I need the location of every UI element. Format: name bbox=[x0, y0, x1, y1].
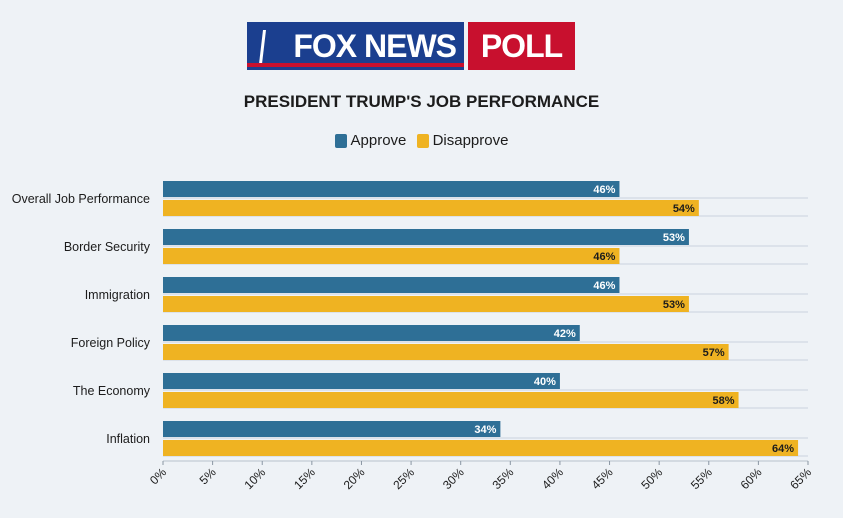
logo-poll: POLL bbox=[468, 22, 575, 70]
data-label-approve: 46% bbox=[593, 184, 615, 196]
data-label-disapprove: 54% bbox=[673, 203, 695, 215]
legend-swatch-approve bbox=[334, 133, 347, 148]
bar-disapprove bbox=[163, 296, 689, 312]
legend-swatch-disapprove bbox=[416, 133, 429, 148]
x-tick-label: 50% bbox=[638, 465, 665, 492]
x-tick-label: 5% bbox=[197, 465, 219, 487]
data-label-disapprove: 58% bbox=[713, 395, 735, 407]
legend-item-disapprove: Disapprove bbox=[416, 132, 509, 149]
logo-slash-icon bbox=[259, 30, 266, 64]
x-tick-label: 40% bbox=[539, 465, 566, 492]
fox-news-poll-logo: FOX NEWS POLL bbox=[247, 22, 575, 70]
x-tick-label: 15% bbox=[291, 465, 318, 492]
x-tick-label: 20% bbox=[341, 465, 368, 492]
data-label-disapprove: 46% bbox=[593, 251, 615, 263]
x-tick-label: 55% bbox=[688, 465, 715, 492]
bar-disapprove bbox=[163, 200, 699, 216]
x-tick-label: 65% bbox=[787, 465, 814, 492]
bar-disapprove bbox=[163, 440, 799, 456]
logo-stripe bbox=[247, 63, 464, 67]
x-tick-label: 30% bbox=[440, 465, 467, 492]
legend-label-disapprove: Disapprove bbox=[432, 132, 509, 149]
x-tick-label: 45% bbox=[589, 465, 616, 492]
category-label: Inflation bbox=[106, 432, 150, 446]
legend-item-approve: Approve bbox=[334, 132, 407, 149]
bar-disapprove bbox=[163, 248, 620, 264]
x-tick-label: 60% bbox=[738, 465, 765, 492]
category-label: Border Security bbox=[64, 240, 151, 254]
bar-approve bbox=[163, 373, 560, 389]
category-label: Foreign Policy bbox=[71, 336, 151, 350]
legend-label-approve: Approve bbox=[350, 132, 407, 149]
x-tick-label: 35% bbox=[490, 465, 517, 492]
bar-disapprove bbox=[163, 344, 729, 360]
data-label-disapprove: 53% bbox=[663, 299, 685, 311]
data-label-approve: 34% bbox=[474, 424, 496, 436]
category-label: Immigration bbox=[85, 288, 150, 302]
data-label-approve: 42% bbox=[554, 328, 576, 340]
chart-title: PRESIDENT TRUMP'S JOB PERFORMANCE bbox=[243, 92, 600, 111]
logo-brand-text: FOX NEWS bbox=[293, 28, 457, 64]
category-label: The Economy bbox=[73, 384, 151, 398]
x-tick-label: 25% bbox=[390, 465, 417, 492]
data-label-approve: 53% bbox=[663, 232, 685, 244]
bar-approve bbox=[163, 277, 620, 293]
chart-legend: Approve Disapprove bbox=[0, 132, 843, 152]
category-label: Overall Job Performance bbox=[12, 192, 150, 206]
x-tick-label: 10% bbox=[241, 465, 268, 492]
bar-disapprove bbox=[163, 392, 739, 408]
data-label-disapprove: 64% bbox=[772, 443, 794, 455]
x-tick-label: 0% bbox=[147, 465, 169, 487]
bar-approve bbox=[163, 421, 501, 437]
bar-approve bbox=[163, 229, 689, 245]
data-label-approve: 40% bbox=[534, 376, 556, 388]
data-label-disapprove: 57% bbox=[703, 347, 725, 359]
logo-fox-news: FOX NEWS bbox=[247, 22, 464, 70]
bar-approve bbox=[163, 181, 620, 197]
bar-approve bbox=[163, 325, 580, 341]
data-label-approve: 46% bbox=[593, 280, 615, 292]
